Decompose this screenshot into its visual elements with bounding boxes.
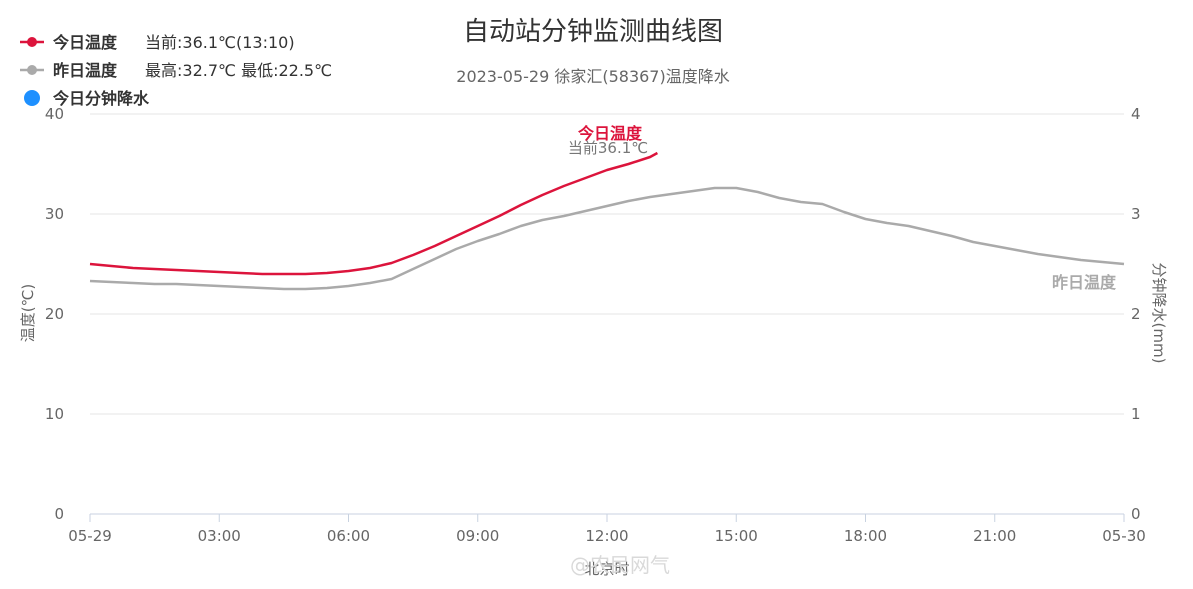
today-current-note: 当前36.1℃ <box>568 139 648 157</box>
series-line-0 <box>89 151 659 276</box>
legend-item: 今日温度 当前:36.1℃(13:10) <box>20 33 295 52</box>
x-tick-label: 12:00 <box>585 527 628 545</box>
x-tick-label: 06:00 <box>327 527 370 545</box>
y2-tick-label: 0 <box>1131 505 1141 523</box>
x-ticks: 05-29 03:00 06:00 09:00 12:00 15:00 18:00 21:00… <box>68 514 1146 545</box>
chart-subtitle: 2023-05-29 徐家汇(58367)温度降水 <box>456 67 729 86</box>
legend-dot-symbol <box>27 37 37 47</box>
x-tick-label: 05-30 <box>1102 527 1146 545</box>
x-tick-label: 03:00 <box>198 527 241 545</box>
y-ticks: 0 10 20 30 40 <box>45 105 64 523</box>
series <box>89 151 1125 291</box>
series-line-1 <box>89 186 1125 291</box>
y-tick-label: 0 <box>54 505 64 523</box>
y2-tick-label: 1 <box>1131 405 1141 423</box>
y-tick-label: 10 <box>45 405 64 423</box>
x-tick-label: 18:00 <box>844 527 887 545</box>
y2-tick-label: 4 <box>1131 105 1141 123</box>
y2-ticks: 0 1 2 3 4 <box>1131 105 1141 523</box>
today-series-label: 今日温度 <box>577 124 643 143</box>
x-tick-label: 15:00 <box>715 527 758 545</box>
x-tick-label: 05-29 <box>68 527 112 545</box>
y2-axis-label: 分钟降水(mm) <box>1150 263 1168 364</box>
x-tick-label: 09:00 <box>456 527 499 545</box>
y-tick-label: 20 <box>45 305 64 323</box>
legend-item: 今日分钟降水 <box>24 89 150 108</box>
legend-note: 最高:32.7℃ 最低:22.5℃ <box>145 61 332 80</box>
y-tick-label: 40 <box>45 105 64 123</box>
legend-label: 今日分钟降水 <box>52 89 150 108</box>
legend-dot-symbol <box>24 90 40 106</box>
grid <box>90 113 1124 415</box>
y2-tick-label: 2 <box>1131 305 1141 323</box>
y2-tick-label: 3 <box>1131 205 1141 223</box>
watermark: @农民网气 <box>570 553 670 577</box>
legend-note: 当前:36.1℃(13:10) <box>145 33 295 52</box>
yesterday-series-label: 昨日温度 <box>1052 273 1117 292</box>
y-tick-label: 30 <box>45 205 64 223</box>
y-axis-label: 温度(℃) <box>19 284 37 343</box>
legend-item: 昨日温度 最高:32.7℃ 最低:22.5℃ <box>20 61 332 80</box>
chart-title: 自动站分钟监测曲线图 <box>463 17 723 47</box>
legend-label: 昨日温度 <box>53 61 118 80</box>
legend-dot-symbol <box>27 65 37 75</box>
x-axis-label: 北京时 <box>584 560 629 578</box>
legend-label: 今日温度 <box>52 33 118 52</box>
legend: 今日温度 当前:36.1℃(13:10) 昨日温度 最高:32.7℃ 最低:22.5℃… <box>20 33 332 108</box>
x-tick-label: 21:00 <box>973 527 1016 545</box>
